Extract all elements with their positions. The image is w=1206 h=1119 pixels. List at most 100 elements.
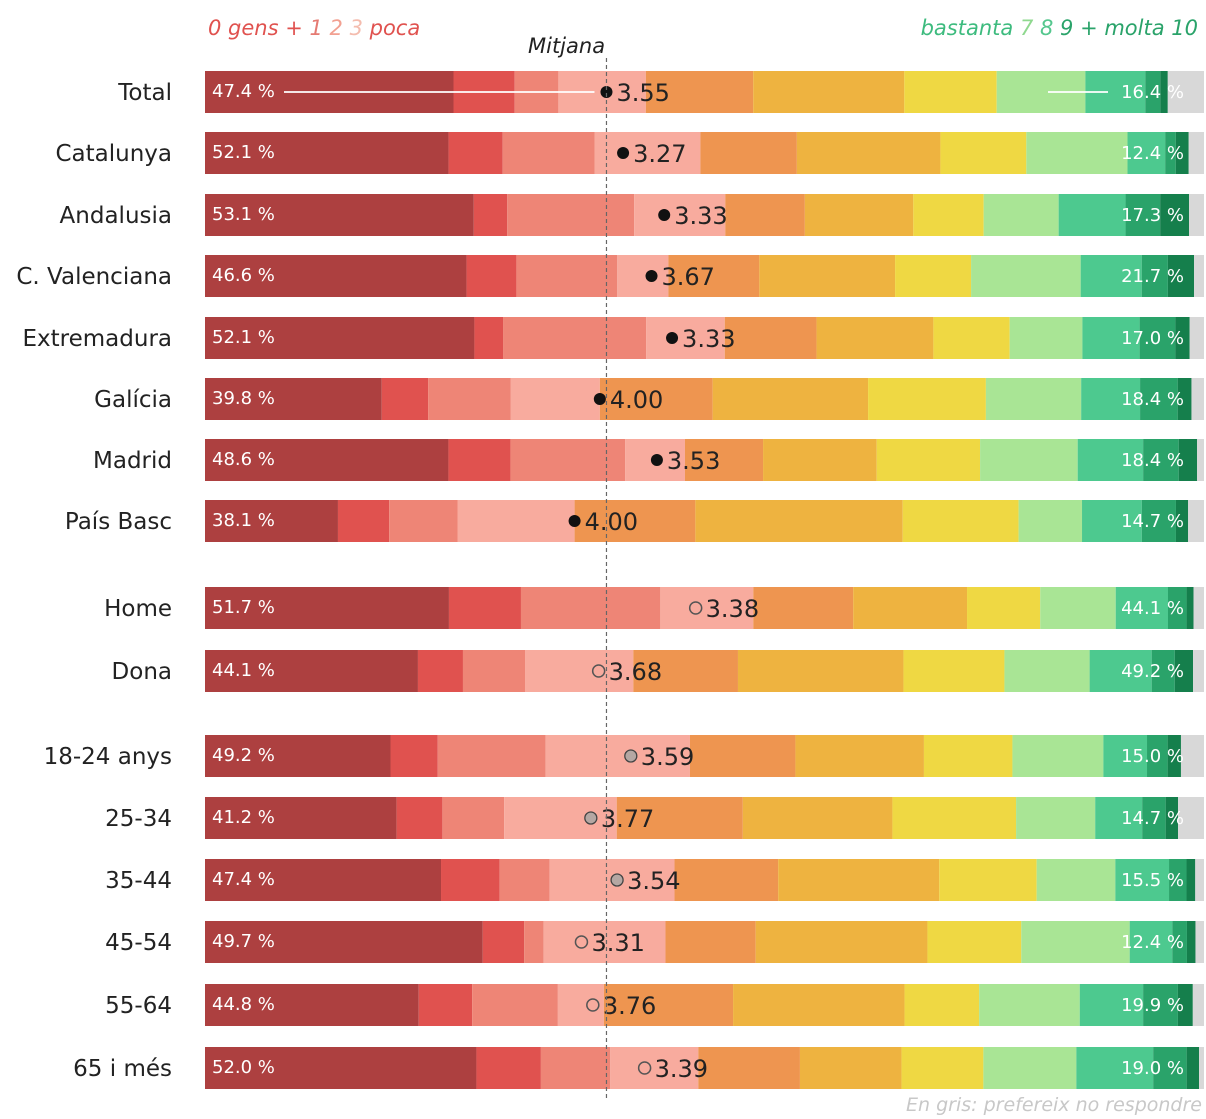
high-share-label: 18.4 % <box>1121 389 1184 410</box>
row-label: Galícia <box>94 387 172 413</box>
mean-value-label: 3.55 <box>616 79 669 107</box>
bar-segment <box>712 378 869 420</box>
bar-segment <box>759 255 896 297</box>
bar-segment <box>1188 132 1204 174</box>
legend-high-item-0: bastanta <box>920 16 1020 40</box>
bar-segment <box>205 439 449 481</box>
bar-segment <box>665 921 756 963</box>
bar-segment <box>448 132 503 174</box>
bar-segment <box>804 194 914 236</box>
bar-segment <box>524 921 544 963</box>
low-share-label: 49.2 % <box>212 745 275 766</box>
bar-segment <box>695 500 903 542</box>
legend-low-scale: 0 gens + 1 2 3 poca <box>208 16 420 40</box>
low-share-label: 44.8 % <box>212 994 275 1015</box>
bar-segment <box>474 317 504 359</box>
bar-segment <box>967 587 1041 629</box>
bar-segment <box>617 255 669 297</box>
mean-value-label: 3.77 <box>601 805 654 833</box>
bar-segment <box>816 317 934 359</box>
mean-value-label: 3.33 <box>674 202 727 230</box>
bar-segment <box>1147 735 1168 777</box>
bar-segment <box>205 797 397 839</box>
high-share-label: 12.4 % <box>1121 143 1184 164</box>
legend-low-item-2: 2 <box>329 16 350 40</box>
bar-segment <box>1189 317 1204 359</box>
bar-segment <box>473 194 508 236</box>
bar-segment <box>205 587 449 629</box>
bar-segment <box>698 1047 800 1089</box>
bar-segment <box>700 132 797 174</box>
mean-value-label: 3.68 <box>609 658 662 686</box>
bar-segment <box>1016 797 1096 839</box>
bar-segment <box>689 735 796 777</box>
legend-high-scale: bastanta 7 8 9 + molta 10 <box>921 16 1198 40</box>
mean-marker <box>586 998 600 1012</box>
bar-segment <box>660 587 754 629</box>
bar-segment <box>1139 317 1176 359</box>
mean-marker <box>650 454 663 466</box>
bar-segment <box>1079 984 1144 1026</box>
bar-segment <box>520 587 661 629</box>
bar-segment <box>1021 921 1130 963</box>
bar-segment <box>674 859 779 901</box>
bar-segment <box>1151 650 1175 692</box>
mean-marker <box>666 332 679 344</box>
bar-segment <box>733 984 905 1026</box>
high-share-label: 14.7 % <box>1121 511 1184 532</box>
high-share-label: 19.0 % <box>1121 1058 1184 1079</box>
bar-segment <box>645 71 754 113</box>
mean-marker <box>637 1061 652 1075</box>
bar-segment <box>1115 587 1168 629</box>
bar-segment <box>205 132 449 174</box>
row-label: Madrid <box>93 448 172 474</box>
high-share-label: 21.7 % <box>1121 266 1184 287</box>
bar-segment <box>610 1047 699 1089</box>
bar-segment <box>1177 984 1193 1026</box>
row-label: Extremadura <box>23 326 173 352</box>
mean-marker <box>591 664 606 678</box>
high-share-label: 12.4 % <box>1121 932 1184 953</box>
bar-segment <box>1172 921 1187 963</box>
low-share-label: 47.4 % <box>212 81 275 102</box>
mean-value-label: 4.00 <box>585 508 638 536</box>
bar-segment <box>448 587 521 629</box>
row-label: País Basc <box>65 509 172 535</box>
bar-segment <box>983 194 1059 236</box>
bar-segment <box>1169 859 1187 901</box>
bar-segment <box>753 71 905 113</box>
bar-segment <box>476 1047 541 1089</box>
bar-segment <box>1058 194 1126 236</box>
bar-segment <box>927 921 1022 963</box>
bar-segment <box>971 255 1081 297</box>
bar-segment <box>1036 859 1116 901</box>
bar-segment <box>462 650 526 692</box>
bar-segment <box>441 859 500 901</box>
bar-segment <box>442 797 505 839</box>
low-share-label: 46.6 % <box>212 265 275 286</box>
bar-segment <box>457 500 575 542</box>
bar-segment <box>795 735 924 777</box>
mean-marker <box>617 147 630 159</box>
bar-segment <box>1175 317 1190 359</box>
bar-segment <box>1174 650 1194 692</box>
high-share-label: 19.9 % <box>1121 995 1184 1016</box>
bar-segment <box>1175 132 1189 174</box>
bar-segment <box>634 194 726 236</box>
legend-high-item-3: 9 <box>1060 16 1074 40</box>
bar-segment <box>668 255 760 297</box>
mean-value-label: 3.33 <box>682 325 735 353</box>
legend-high-item-1: 7 <box>1019 16 1040 40</box>
bar-segment <box>1081 378 1141 420</box>
legend-low-item-4: poca <box>362 16 421 40</box>
bar-segment <box>1180 735 1204 777</box>
mean-value-label: 3.67 <box>662 263 715 291</box>
legend-high-item-2: 8 <box>1039 16 1061 40</box>
bar-segment <box>853 587 968 629</box>
bar-segment <box>603 984 734 1026</box>
bar-segment <box>904 71 997 113</box>
bar-segment <box>599 378 713 420</box>
bar-segment <box>1177 378 1192 420</box>
high-share-label: 17.0 % <box>1121 328 1184 349</box>
bar-segment <box>737 650 904 692</box>
